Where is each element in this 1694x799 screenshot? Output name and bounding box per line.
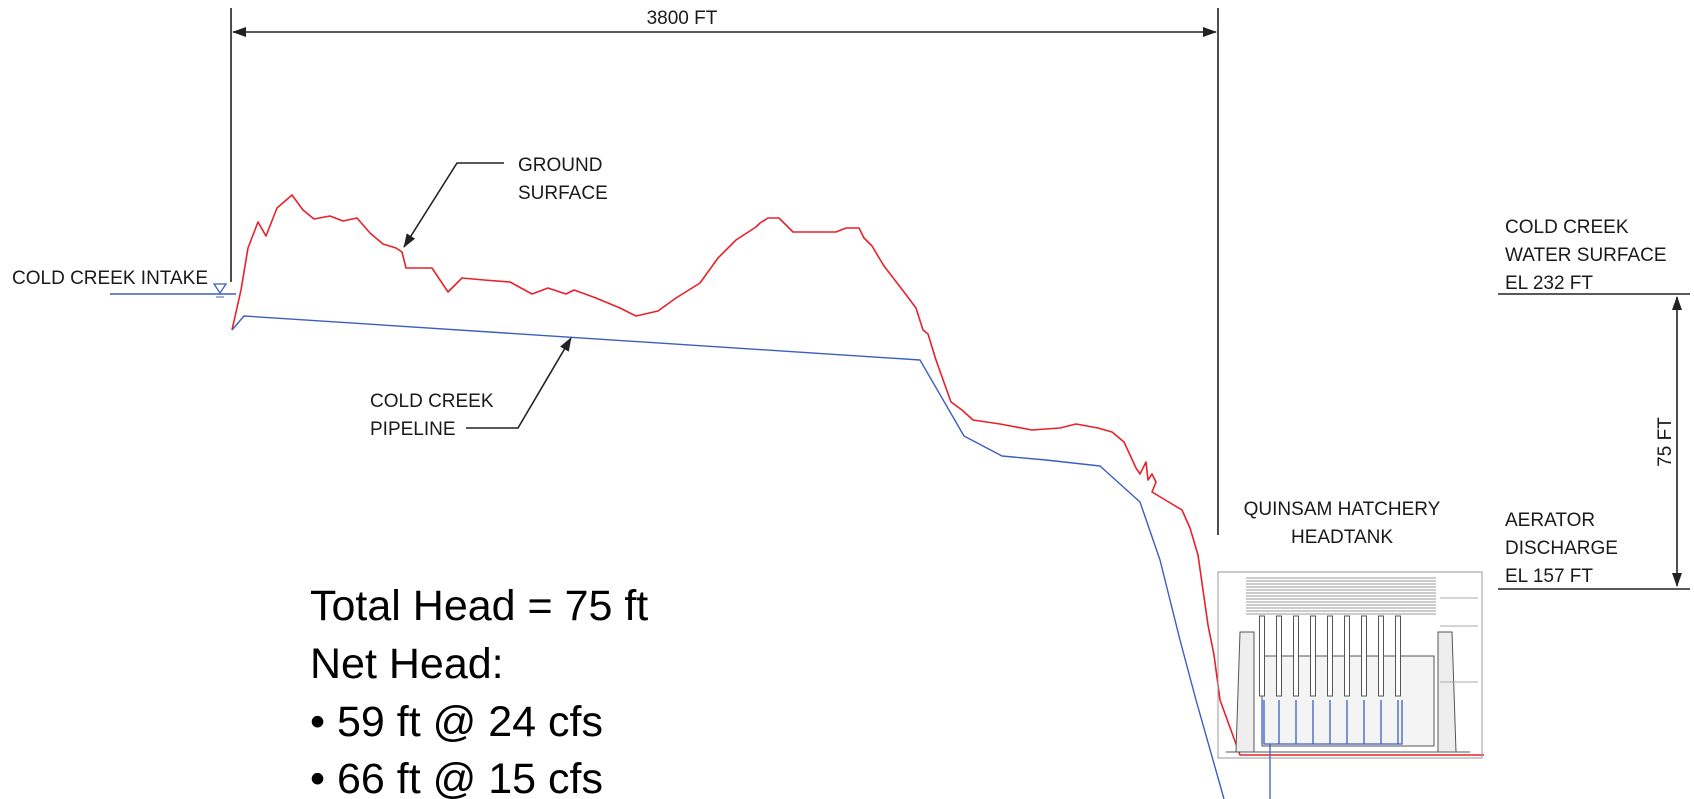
- pipeline-leader-line: [466, 337, 572, 429]
- net-head-bullet-2: • 66 ft @ 15 cfs: [310, 755, 603, 799]
- headtank-wall-right: [1437, 631, 1457, 753]
- headtank-aerator-columns: [1259, 615, 1401, 697]
- aerator-label-line3: EL 157 FT: [1505, 566, 1593, 587]
- aerator-label-line1: AERATOR: [1505, 510, 1595, 531]
- water-surface-label-line2: WATER SURFACE: [1505, 245, 1667, 266]
- hatchery-label-line1: QUINSAM HATCHERY: [1244, 499, 1441, 520]
- water-surface-label-line1: COLD CREEK: [1505, 217, 1629, 238]
- aerator-column: [1344, 615, 1350, 697]
- pipeline-label-line1: COLD CREEK: [370, 391, 494, 412]
- headtank-drawing: [1217, 571, 1483, 759]
- pipeline-callout: COLD CREEK PIPELINE: [370, 337, 572, 440]
- length-dimension-label: 3800 FT: [647, 8, 718, 29]
- net-head-bullet-1: • 59 ft @ 24 cfs: [310, 698, 603, 746]
- intake-water-surface: COLD CREEK INTAKE: [12, 268, 236, 298]
- headtank-frame: [1217, 571, 1483, 759]
- total-head-text: Total Head = 75 ft: [310, 582, 648, 630]
- pipeline-line: [231, 315, 1225, 799]
- aerator-column: [1361, 615, 1367, 697]
- ground-surface-label-line2: SURFACE: [518, 183, 608, 204]
- aerator-column: [1259, 615, 1265, 697]
- headtank-distribution-pipes: [1261, 700, 1403, 799]
- aerator-column: [1293, 615, 1299, 697]
- headtank-manifold: [1263, 700, 1403, 745]
- head-summary: Total Head = 75 ft Net Head: • 59 ft @ 2…: [310, 582, 648, 799]
- head-dimension-label: 75 FT: [1655, 417, 1676, 467]
- ground-surface-label-line1: GROUND: [518, 155, 602, 176]
- water-surface-triangle-icon: [212, 283, 228, 295]
- aerator-column: [1310, 615, 1316, 697]
- headtank-wall-left: [1235, 631, 1255, 753]
- intake-label: COLD CREEK INTAKE: [12, 268, 208, 289]
- head-dimension: 75 FT COLD CREEK WATER SURFACE EL 232 FT…: [1498, 217, 1690, 590]
- ground-surface-callout: GROUND SURFACE: [403, 155, 608, 248]
- ground-leader-line: [403, 162, 504, 248]
- hatchery-headtank: QUINSAM HATCHERY HEADTANK: [1217, 499, 1483, 799]
- aerator-column: [1327, 615, 1333, 697]
- length-dimension: 3800 FT: [230, 8, 1219, 535]
- net-head-title: Net Head:: [310, 640, 504, 688]
- ground-surface-line: [231, 194, 1484, 756]
- aerator-column: [1378, 615, 1384, 697]
- hatchery-label-line2: HEADTANK: [1291, 527, 1393, 548]
- water-surface-label-line3: EL 232 FT: [1505, 273, 1593, 294]
- pipeline-label-line2: PIPELINE: [370, 419, 456, 440]
- headtank-hatching: [1246, 577, 1436, 615]
- aerator-column: [1395, 615, 1401, 697]
- aerator-column: [1276, 615, 1282, 697]
- aerator-label-line2: DISCHARGE: [1505, 538, 1618, 559]
